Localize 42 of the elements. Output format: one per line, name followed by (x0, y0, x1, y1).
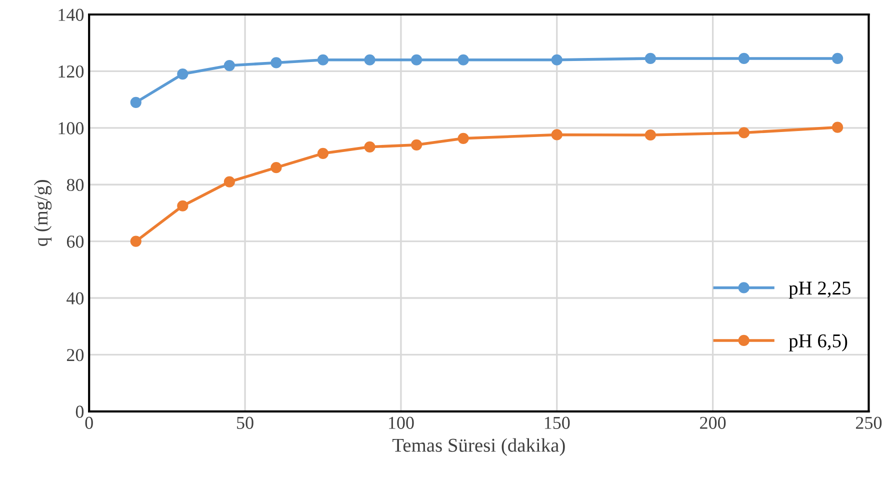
y-tick-label: 60 (66, 236, 84, 248)
point (458, 132, 469, 144)
y-tick-label: 20 (66, 348, 84, 362)
point (410, 139, 422, 150)
y-tick-label: 0 (76, 406, 84, 418)
point (317, 54, 329, 66)
y-tick-label: 120 (58, 65, 84, 78)
point (130, 236, 142, 247)
point (458, 54, 469, 66)
x-tick-label: 150 (544, 416, 570, 429)
point (738, 127, 750, 138)
legend-label: pH 6,5) (788, 334, 848, 352)
point (224, 60, 235, 72)
point (410, 54, 422, 66)
point (317, 148, 329, 159)
point (644, 129, 656, 141)
point (270, 57, 282, 68)
y-tick-label: 100 (58, 122, 84, 134)
point (364, 54, 376, 66)
point (551, 129, 562, 140)
point (130, 96, 142, 108)
point (364, 141, 376, 152)
y-tick-label: 80 (66, 178, 84, 192)
x-tick-label: 0 (85, 416, 93, 429)
point (270, 162, 282, 174)
point (644, 52, 656, 64)
point (551, 54, 562, 66)
x-axis-title: Temas Süresi (dakika) (392, 438, 565, 456)
point (177, 200, 188, 212)
point (738, 52, 750, 64)
y-tick-label: 40 (66, 292, 84, 304)
y-tick-label: 140 (58, 8, 84, 21)
point (832, 52, 844, 64)
x-tick-label: 100 (388, 416, 414, 429)
y-axis-title: q (mg/g) (34, 180, 52, 246)
legend-label: pH 2,25 (788, 282, 850, 299)
point (832, 122, 844, 133)
x-tick-label: 200 (700, 416, 726, 429)
x-tick-label: 250 (856, 416, 882, 429)
point (224, 176, 235, 188)
x-tick-label: 50 (237, 416, 254, 429)
point (177, 68, 188, 80)
